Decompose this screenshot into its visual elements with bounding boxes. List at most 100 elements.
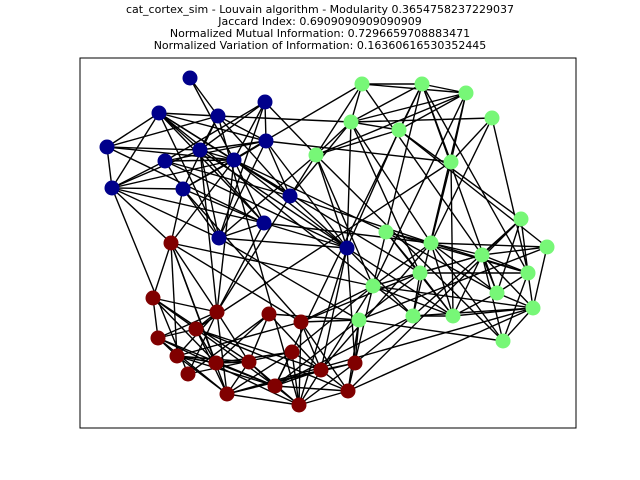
graph-edge <box>248 313 270 363</box>
graph-node-community-0 <box>282 188 298 204</box>
graph-edge <box>111 187 172 244</box>
graph-edge <box>176 355 228 395</box>
graph-node-community-1 <box>378 224 394 240</box>
graph-edge <box>218 237 360 321</box>
graph-edge <box>195 328 349 392</box>
graph-edge <box>361 83 483 256</box>
title-line-jaccard: Jaccard Index: 0.6909090909090909 <box>218 15 422 28</box>
graph-node-community-2 <box>219 386 235 402</box>
graph-edge <box>315 129 400 156</box>
graph-edge <box>218 140 267 239</box>
node-layer <box>99 70 555 413</box>
title-line-nmi: Normalized Mutual Information: 0.7296659… <box>169 27 471 40</box>
graph-edge <box>265 140 452 163</box>
graph-edge <box>170 242 374 287</box>
graph-node-community-1 <box>443 154 459 170</box>
graph-node-community-0 <box>151 105 167 121</box>
graph-edge <box>421 83 529 274</box>
graph-edge <box>274 385 349 392</box>
graph-edge <box>111 187 189 375</box>
graph-edge <box>233 101 266 161</box>
graph-edge <box>226 362 356 395</box>
graph-node-community-2 <box>347 355 363 371</box>
graph-edge <box>182 188 302 323</box>
graph-node-community-2 <box>293 314 309 330</box>
graph-node-community-0 <box>256 215 272 231</box>
graph-edge <box>354 315 414 364</box>
graph-edge <box>452 254 483 317</box>
graph-node-community-2 <box>150 330 166 346</box>
graph-node-community-0 <box>210 108 226 124</box>
graph-edge <box>164 101 266 162</box>
graph-node-community-0 <box>104 180 120 196</box>
graph-edge <box>372 254 483 287</box>
graph-edge <box>372 231 387 287</box>
graph-node-community-0 <box>99 139 115 155</box>
graph-edge <box>199 149 220 239</box>
graph-edge <box>385 83 423 233</box>
graph-edge <box>233 159 265 224</box>
graph-edge <box>300 285 374 323</box>
graph-edge <box>111 149 201 189</box>
graph-node-community-1 <box>405 308 421 324</box>
graph-edge <box>170 242 218 313</box>
graph-node-community-0 <box>192 142 208 158</box>
graph-edge <box>263 222 348 249</box>
graph-node-community-2 <box>169 348 185 364</box>
graph-edge <box>300 272 421 323</box>
graph-edge <box>164 160 291 197</box>
graph-edge <box>152 297 218 313</box>
graph-node-community-2 <box>208 355 224 371</box>
graph-node-community-1 <box>308 147 324 163</box>
graph-edge <box>218 222 265 239</box>
graph-node-community-0 <box>226 152 242 168</box>
graph-edge <box>274 319 360 387</box>
graph-node-community-0 <box>157 153 173 169</box>
graph-node-community-2 <box>180 366 196 382</box>
graph-edge <box>152 297 276 387</box>
graph-edge <box>216 222 265 313</box>
graph-edge <box>430 242 504 342</box>
graph-edge <box>358 319 504 342</box>
graph-edge <box>264 101 317 156</box>
graph-edge <box>450 161 454 317</box>
graph-edge <box>158 112 219 117</box>
graph-edge <box>199 149 348 249</box>
graph-edge <box>398 129 548 248</box>
graph-edge <box>398 92 467 131</box>
graph-edge <box>358 272 421 321</box>
graph-edge <box>226 393 300 406</box>
graph-node-community-0 <box>182 70 198 86</box>
graph-edge <box>274 315 414 387</box>
graph-edge <box>170 188 184 244</box>
title-line-nvi: Normalized Variation of Information: 0.1… <box>153 39 487 52</box>
graph-node-community-1 <box>414 76 430 92</box>
graph-node-community-2 <box>267 378 283 394</box>
graph-edge <box>176 321 302 357</box>
graph-node-community-2 <box>145 290 161 306</box>
graph-edge <box>502 272 529 342</box>
graph-node-community-1 <box>365 278 381 294</box>
graph-edge <box>216 154 317 313</box>
graph-edge <box>195 161 452 330</box>
graph-edge <box>152 242 172 299</box>
graph-edge <box>182 83 363 190</box>
graph-edge <box>111 159 235 189</box>
graph-edge <box>218 237 348 249</box>
graph-node-community-1 <box>412 265 428 281</box>
graph-edge <box>385 231 498 294</box>
graph-edge <box>268 313 360 321</box>
graph-edge <box>152 297 217 364</box>
graph-edge <box>298 362 356 406</box>
graph-edge <box>350 121 432 244</box>
graph-edge <box>187 351 293 375</box>
graph-edge <box>111 187 184 190</box>
graph-node-community-2 <box>163 235 179 251</box>
title-line-algorithm: cat_cortex_sim - Louvain algorithm - Mod… <box>125 3 515 16</box>
graph-node-community-0 <box>211 230 227 246</box>
graph-edge <box>300 321 322 371</box>
graph-node-community-1 <box>525 300 541 316</box>
graph-node-community-0 <box>258 133 274 149</box>
graph-edge <box>289 195 348 249</box>
graph-edge <box>481 254 534 309</box>
